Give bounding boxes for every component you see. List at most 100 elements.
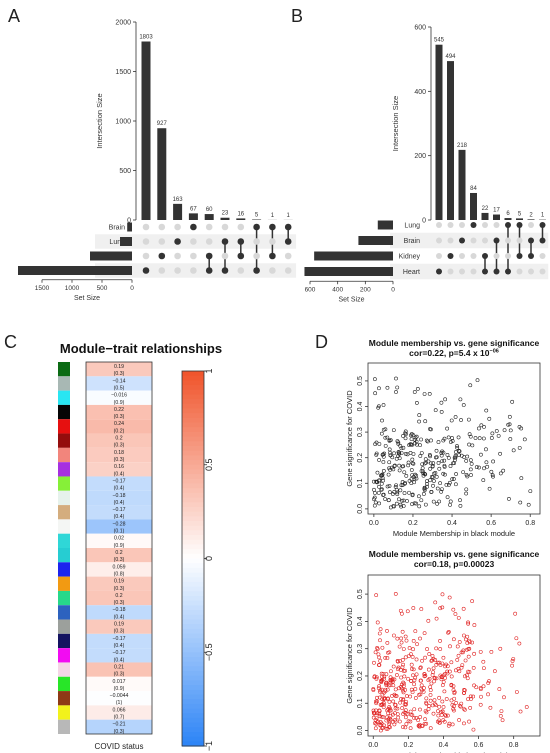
scatter-point: [387, 650, 392, 655]
colorbar-segment: [182, 577, 204, 583]
module-color-swatch: [58, 605, 70, 620]
matrix-dot-empty: [505, 253, 511, 259]
scatter-point: [381, 460, 386, 464]
scatter-point: [474, 465, 479, 470]
scatter-point: [403, 431, 407, 436]
scatter-point: [514, 636, 519, 641]
scatter-point: [448, 464, 453, 468]
scatter-point: [437, 695, 442, 700]
scatter-point: [486, 692, 490, 697]
colorbar-segment: [182, 441, 204, 447]
scatter-point: [507, 414, 512, 419]
scatter-point: [428, 688, 433, 693]
scatter-point: [401, 688, 405, 693]
scatter-point: [409, 662, 414, 667]
scatter-point: [517, 445, 522, 450]
scatter-point: [451, 607, 456, 612]
scatter-point: [428, 685, 433, 689]
scatter-point: [374, 451, 379, 456]
colorbar-segment: [182, 633, 204, 639]
scatter-point: [402, 681, 407, 686]
scatter-point: [393, 711, 397, 716]
cell-pvalue: (0.2): [114, 428, 125, 434]
module-color-swatch: [58, 562, 70, 577]
scatter-point: [448, 499, 453, 504]
scatter-point: [386, 498, 391, 502]
cell-pvalue: (0.3): [114, 629, 125, 635]
scatter-point: [409, 468, 414, 472]
scatter-point: [395, 673, 399, 677]
scatter-point: [400, 629, 405, 634]
scatter-point: [380, 702, 385, 707]
scatter-point: [377, 386, 381, 391]
scatter-point: [418, 454, 423, 458]
colorbar-segment: [182, 469, 204, 475]
matrix-dot-empty: [528, 268, 534, 275]
scatter-point: [386, 472, 391, 477]
y-tick-label: 1000: [115, 119, 131, 126]
intersection-count-label: 1: [541, 213, 545, 219]
scatter-point: [412, 480, 417, 485]
scatter-point: [422, 461, 427, 466]
scatter-point: [468, 694, 473, 699]
intersection-bar: [470, 192, 477, 220]
set-size-tick-label: 200: [360, 286, 371, 293]
scatter-point: [377, 501, 382, 506]
colorbar-segment: [182, 502, 204, 508]
scatter-point: [374, 440, 379, 445]
colorbar-segment: [182, 394, 204, 400]
scatter-point: [428, 454, 433, 459]
cell-correlation: −0.14: [112, 378, 125, 384]
scatter-point: [371, 688, 376, 692]
scatter-point: [377, 711, 382, 716]
scatter-point: [403, 436, 408, 441]
intersection-count-label: 6: [506, 211, 510, 217]
scatter-point: [377, 655, 381, 660]
scatter-point: [383, 687, 388, 692]
scatter-point: [466, 620, 470, 625]
scatter-point: [423, 419, 428, 424]
scatter-point: [436, 461, 441, 465]
scatter-point: [444, 697, 449, 701]
heatmap-cell: [86, 519, 152, 534]
scatter-point: [403, 429, 408, 434]
matrix-dot-filled: [493, 268, 500, 275]
scatter-point: [422, 631, 427, 636]
colorbar-segment: [182, 380, 204, 386]
scatter-point: [431, 657, 436, 661]
scatter-point: [444, 662, 448, 667]
scatter-point: [455, 657, 460, 662]
matrix-dot-empty: [447, 237, 454, 244]
matrix-dot-empty: [470, 253, 477, 259]
matrix-dot-empty: [284, 267, 292, 274]
scatter-point: [400, 665, 405, 670]
x-tick-label: 0.2: [404, 742, 414, 749]
scatter-point: [403, 708, 408, 713]
scatter-point: [397, 456, 402, 461]
colorbar-segment: [182, 539, 204, 546]
colorbar-segment: [182, 413, 204, 419]
scatter-point: [506, 422, 511, 427]
colorbar-segment: [182, 460, 204, 466]
matrix-dot-empty: [447, 222, 454, 228]
scatter-point: [445, 669, 450, 674]
matrix-dot-filled: [269, 223, 276, 231]
scatter-point: [458, 504, 463, 508]
scatter-point: [456, 666, 461, 671]
scatter-subtitle: cor=0.22, p=5.4 x 10−06: [409, 348, 499, 358]
scatter-point: [403, 634, 408, 639]
matrix-dot-filled: [205, 267, 213, 274]
scatter-point: [391, 428, 396, 433]
colorbar-tick-label: 0: [204, 556, 214, 561]
scatter-point: [457, 703, 462, 708]
intersection-count-label: 2: [529, 212, 533, 218]
scatter-point: [419, 451, 424, 455]
module-color-swatch: [58, 590, 70, 606]
scatter-point: [511, 657, 516, 661]
scatter-point: [406, 460, 411, 465]
scatter-point: [434, 474, 439, 479]
colorbar-segment: [182, 689, 204, 696]
scatter-point: [409, 433, 413, 438]
scatter-point: [401, 647, 406, 651]
